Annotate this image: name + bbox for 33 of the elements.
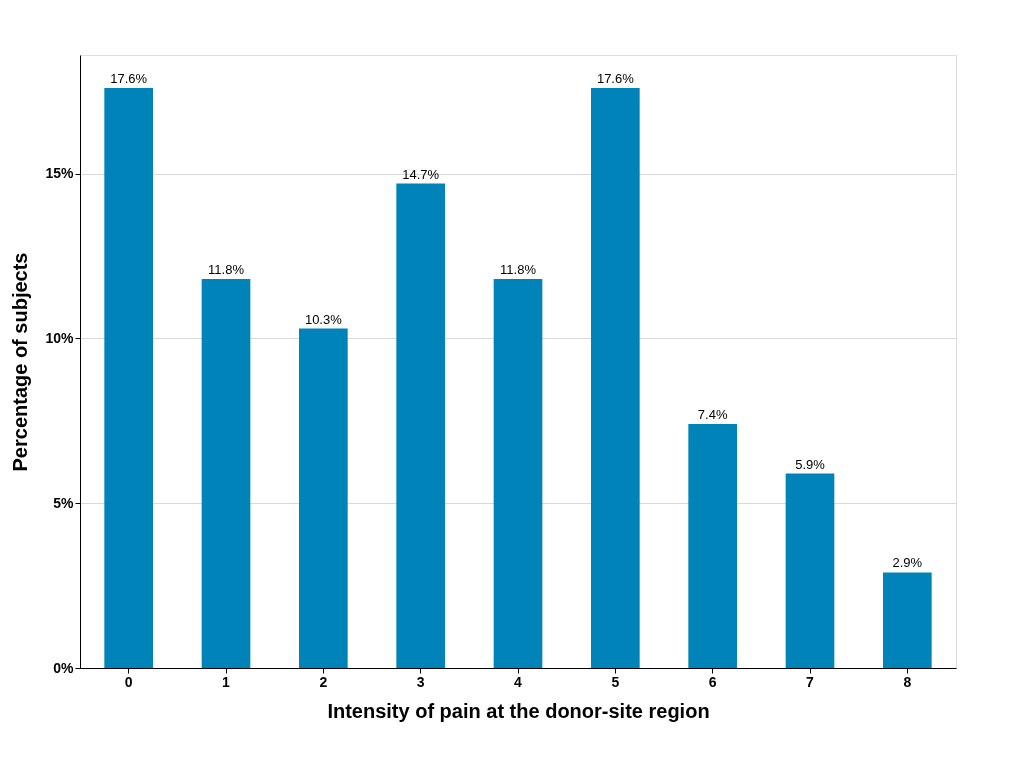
data-label: 11.8% <box>208 262 245 278</box>
bar <box>883 572 932 668</box>
y-tick-label: 5% <box>53 494 75 511</box>
bar <box>104 87 153 668</box>
x-tick-label: 1 <box>222 673 231 690</box>
data-label: 17.6% <box>596 70 635 86</box>
x-tick-label: 6 <box>708 673 717 690</box>
y-tick-label: 15% <box>45 165 75 182</box>
bar <box>591 87 640 668</box>
data-label: 17.6% <box>110 70 148 86</box>
data-label: 7.4% <box>697 407 728 423</box>
bar <box>396 183 445 668</box>
x-tick-label: 0 <box>124 673 133 690</box>
data-label: 5.9% <box>795 456 826 472</box>
bar <box>785 473 835 668</box>
x-tick-label: 4 <box>514 673 523 690</box>
data-label: 2.9% <box>892 555 923 571</box>
x-tick-label: 2 <box>319 673 328 690</box>
x-tick-label: 7 <box>806 673 815 690</box>
bar <box>201 279 251 668</box>
x-tick-label: 8 <box>903 673 912 690</box>
y-tick-label: 0% <box>53 659 75 676</box>
bar <box>299 328 348 668</box>
x-axis-title: Intensity of pain at the donor-site region <box>327 699 710 722</box>
x-tick-label: 3 <box>416 673 425 690</box>
bar <box>688 424 737 668</box>
bar <box>493 279 543 668</box>
data-label: 10.3% <box>304 311 343 327</box>
data-label: 14.7% <box>402 166 440 182</box>
data-label: 11.8% <box>500 262 537 278</box>
x-tick-label: 5 <box>611 673 620 690</box>
y-axis-title: Percentage of subjects <box>9 252 32 472</box>
y-tick-label: 10% <box>45 329 75 346</box>
